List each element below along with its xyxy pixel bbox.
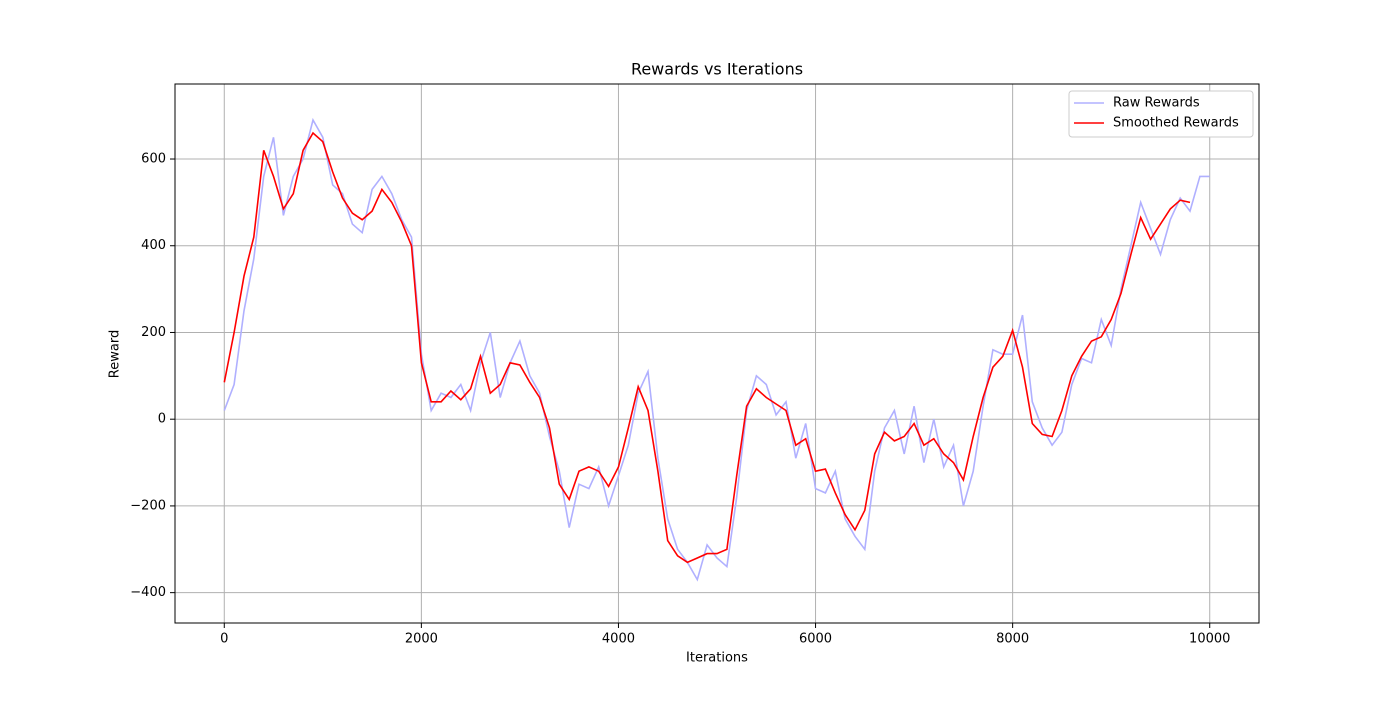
y-tick-label: 600 [141,152,166,167]
x-tick-label: 2000 [405,632,438,647]
y-tick-label: −400 [130,585,166,600]
series-line [223,131,1191,564]
chart-title: Rewards vs Iterations [631,60,803,79]
y-tick-label: −200 [130,498,166,513]
y-tick-label: 400 [141,238,166,253]
x-tick-label: 6000 [799,632,832,647]
series-line [223,117,1210,582]
x-tick-label: 4000 [602,632,635,647]
legend-box [1068,90,1254,138]
x-axis-label: Iterations [686,651,748,666]
x-tick-label: 10000 [1189,632,1230,647]
x-tick-label: 0 [220,632,228,647]
legend-label: Raw Rewards [1113,96,1200,111]
plot-frame [174,83,1260,624]
y-tick-label: 200 [141,325,166,340]
x-tick-label: 8000 [996,632,1029,647]
y-axis-label: Reward [108,330,123,378]
y-tick-label: 0 [158,412,166,427]
legend-label: Smoothed Rewards [1113,116,1239,131]
